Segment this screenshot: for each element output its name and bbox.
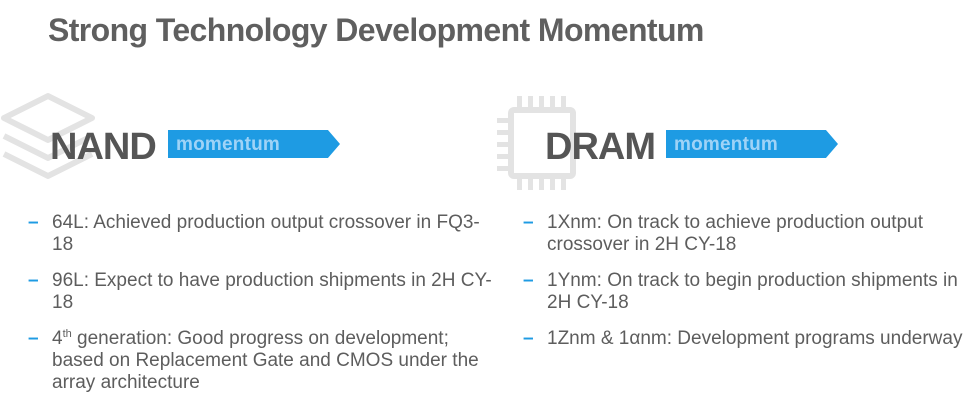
bullet-text: 1Znm & 1αnm: Development programs underw… xyxy=(547,328,963,349)
bullet-text: 96L: Expect to have production shipments… xyxy=(52,270,492,313)
bullet-text: 64L: Achieved production output crossove… xyxy=(52,212,480,255)
nand-bullet-list: 64L: Achieved production output crossove… xyxy=(28,212,492,408)
bullet-prefix: 4 xyxy=(52,328,63,349)
dram-bullet-1znm: 1Znm & 1αnm: Development programs underw… xyxy=(523,328,971,350)
chip-icon xyxy=(497,96,576,190)
dram-bullet-1xnm: 1Xnm: On track to achieve production out… xyxy=(523,212,971,256)
dram-momentum-label: momentum xyxy=(674,134,778,155)
dram-bullet-list: 1Xnm: On track to achieve production out… xyxy=(523,212,971,364)
bullet-text: 1Ynm: On track to begin production shipm… xyxy=(547,270,958,313)
bullet-text: 1Xnm: On track to achieve production out… xyxy=(547,212,923,255)
slide-title: Strong Technology Development Momentum xyxy=(48,12,704,48)
bullet-text: generation: Good progress on development… xyxy=(52,328,479,393)
nand-momentum-tag: momentum xyxy=(168,130,340,158)
nand-bullet-96l: 96L: Expect to have production shipments… xyxy=(28,270,492,314)
layers-icon xyxy=(1,93,95,179)
nand-bullet-64l: 64L: Achieved production output crossove… xyxy=(28,212,492,256)
dram-momentum-tag: momentum xyxy=(666,130,838,158)
dram-bullet-1ynm: 1Ynm: On track to begin production shipm… xyxy=(523,270,971,314)
nand-momentum-label: momentum xyxy=(176,134,280,155)
nand-heading: NAND xyxy=(50,126,157,168)
nand-bullet-4th-gen: 4th generation: Good progress on develop… xyxy=(28,328,492,394)
bullet-superscript: th xyxy=(62,328,72,340)
dram-heading: DRAM xyxy=(545,126,656,168)
